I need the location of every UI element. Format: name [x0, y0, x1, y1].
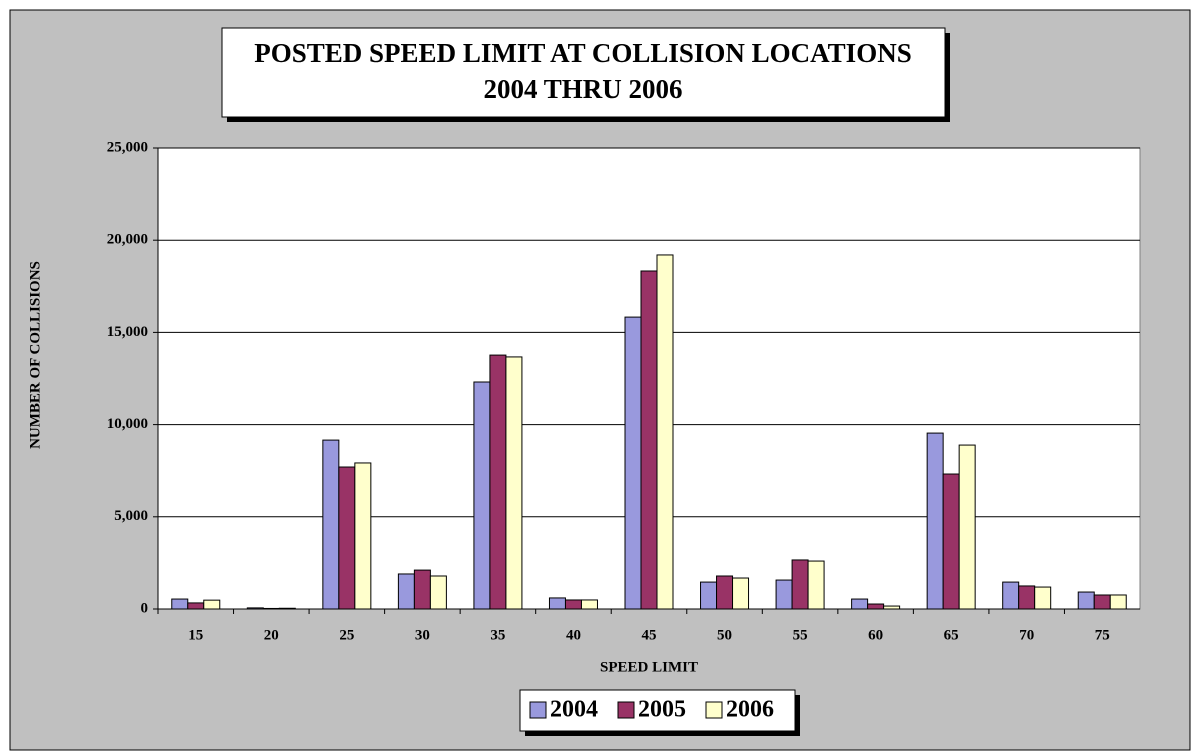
- bar: [1002, 581, 1020, 610]
- legend-swatch: [705, 701, 723, 719]
- bar: [262, 607, 280, 610]
- bar: [564, 599, 582, 610]
- bar: [171, 598, 189, 610]
- x-tick-label: 55: [793, 627, 808, 643]
- x-tick-label: 15: [188, 627, 203, 643]
- y-tick-label: 0: [141, 600, 149, 616]
- chart-title: POSTED SPEED LIMIT AT COLLISION LOCATION…: [254, 38, 911, 68]
- y-tick-label: 25,000: [107, 139, 148, 155]
- bar: [1093, 594, 1111, 610]
- bar: [338, 466, 356, 610]
- bar: [413, 569, 431, 610]
- bar: [942, 473, 960, 610]
- bar: [867, 603, 885, 610]
- bar: [187, 602, 205, 610]
- legend-swatch: [617, 701, 635, 719]
- x-axis-label: SPEED LIMIT: [600, 659, 698, 675]
- bar: [1034, 586, 1052, 610]
- y-tick-label: 15,000: [107, 324, 148, 340]
- legend-label: 2005: [638, 697, 686, 723]
- bar: [354, 462, 372, 610]
- bar: [278, 607, 296, 610]
- x-tick-label: 50: [717, 627, 732, 643]
- bar: [624, 316, 642, 610]
- legend-label: 2006: [726, 697, 774, 723]
- x-tick-label: 60: [868, 627, 883, 643]
- bar: [473, 381, 491, 610]
- bar: [775, 579, 793, 610]
- bar: [851, 598, 869, 610]
- bar: [958, 444, 976, 610]
- y-tick-label: 5,000: [114, 508, 148, 524]
- x-tick-label: 45: [642, 627, 657, 643]
- bar: [322, 439, 340, 610]
- bar: [640, 270, 658, 610]
- x-tick-label: 25: [339, 627, 354, 643]
- bar: [656, 254, 674, 610]
- x-tick-label: 20: [264, 627, 279, 643]
- chart-subtitle: 2004 THRU 2006: [483, 74, 682, 104]
- y-tick-label: 10,000: [107, 416, 148, 432]
- bar: [397, 573, 415, 610]
- x-tick-label: 65: [944, 627, 959, 643]
- bar: [429, 575, 447, 610]
- bar: [791, 559, 809, 610]
- bar: [700, 581, 718, 610]
- title-box: [221, 27, 946, 118]
- x-tick-label: 75: [1095, 627, 1110, 643]
- bar: [807, 560, 825, 610]
- legend-swatch: [529, 701, 547, 719]
- bar: [203, 599, 221, 610]
- bar: [1109, 594, 1127, 610]
- x-tick-label: 35: [490, 627, 505, 643]
- bar: [1018, 585, 1036, 610]
- bar: [548, 597, 566, 610]
- bar: [883, 605, 901, 610]
- legend-label: 2004: [550, 697, 598, 723]
- bar: [505, 356, 523, 610]
- bar: [926, 432, 944, 610]
- x-tick-label: 70: [1019, 627, 1034, 643]
- y-axis-label: NUMBER OF COLLISIONS: [27, 261, 43, 449]
- x-tick-label: 30: [415, 627, 430, 643]
- y-tick-label: 20,000: [107, 232, 148, 248]
- bar: [246, 607, 264, 610]
- bar: [732, 577, 750, 610]
- bar: [580, 599, 598, 610]
- legend: [519, 689, 796, 732]
- bar: [716, 575, 734, 610]
- bar: [489, 354, 507, 610]
- bar: [1077, 591, 1095, 610]
- x-tick-label: 40: [566, 627, 581, 643]
